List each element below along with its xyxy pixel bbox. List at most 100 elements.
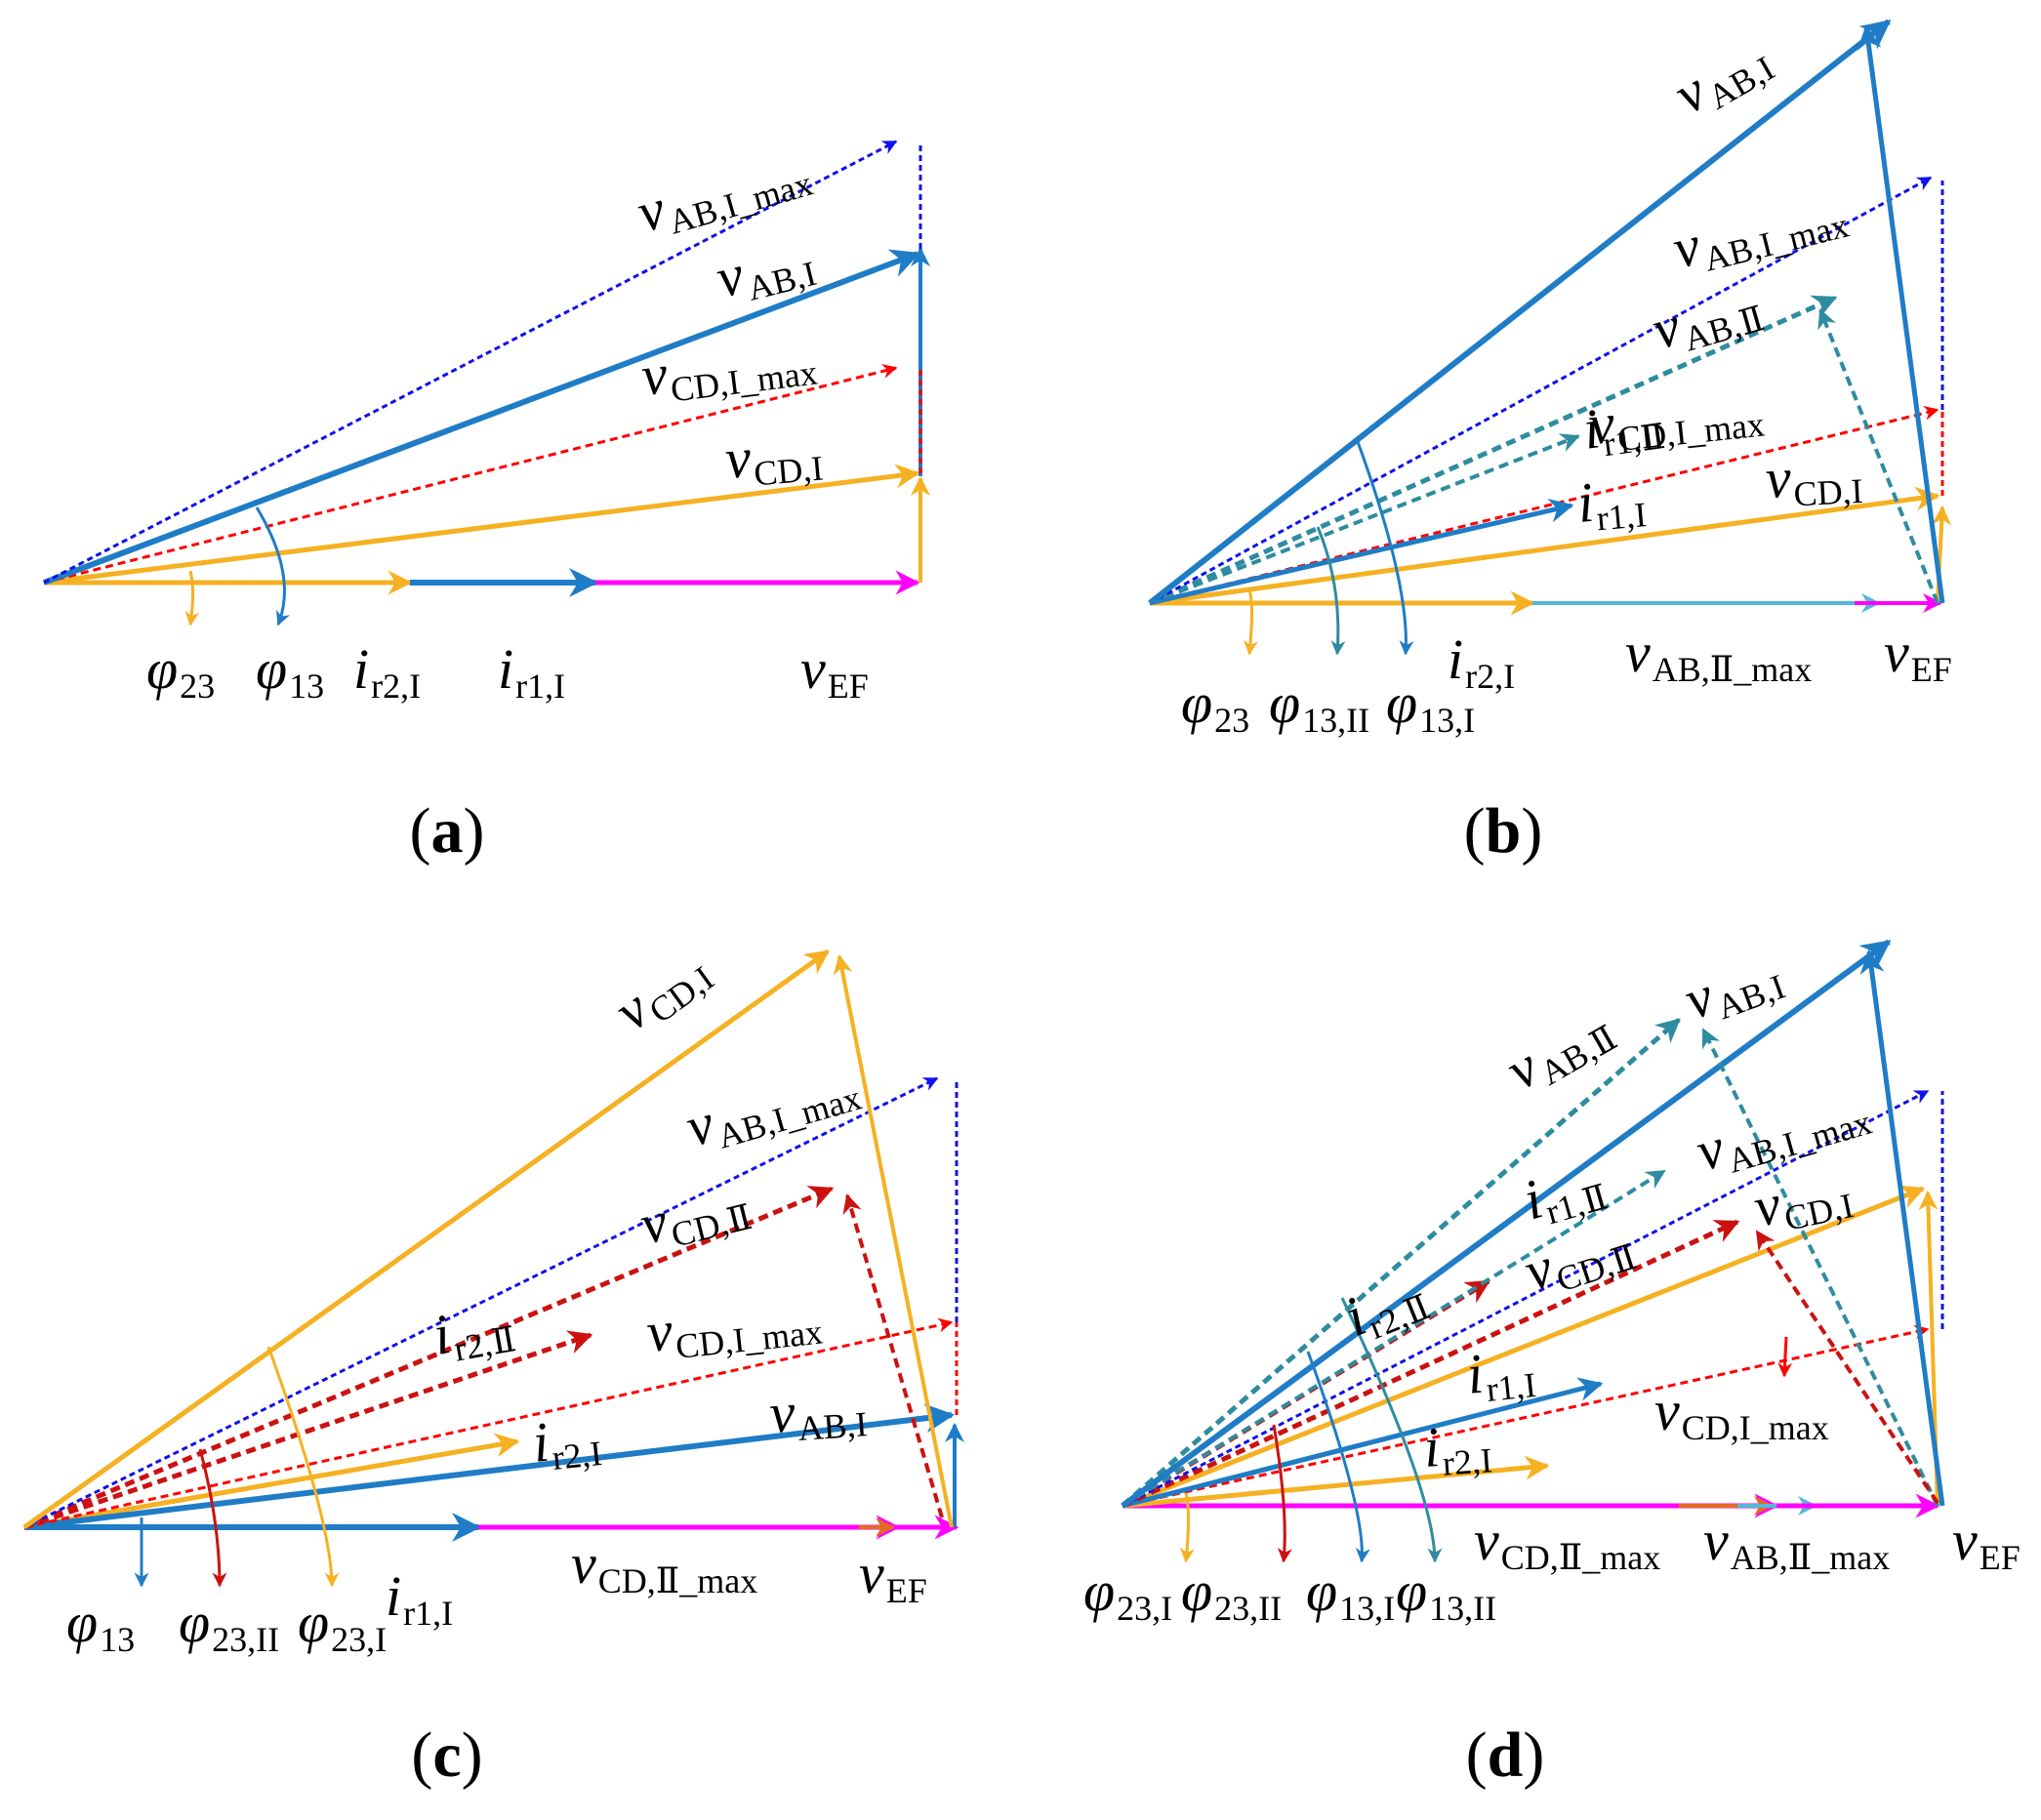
label-main: φ [66, 1591, 98, 1654]
label-main: v [1654, 1379, 1680, 1442]
vcd-arrow [1122, 1185, 1926, 1509]
label-subscript: AB,Ⅱ_max [1731, 1538, 1890, 1577]
label-b-vab_max: vAB,I_max [1666, 177, 1852, 285]
label-d-phi13_1: φ13,I [1306, 1559, 1395, 1628]
panel-caption-b: (b) [1464, 795, 1543, 867]
vab2-arrow [1148, 295, 1838, 606]
label-subscript: EF [886, 1571, 927, 1610]
label-subscript: AB,I_max [665, 164, 817, 242]
label-main: i [386, 1564, 401, 1628]
label-main: i [1448, 627, 1463, 691]
label-a-ir2: ir2,I [353, 637, 421, 706]
vef-to-vcd2-arrow [1755, 1230, 1939, 1505]
label-a-vef: vEF [800, 637, 869, 706]
label-subscript: CD,Ⅱ [1552, 1237, 1642, 1300]
label-c-ir1: ir1,I [386, 1564, 453, 1633]
caption-letter: a [431, 795, 464, 867]
label-c-ir2: ir2,I [530, 1404, 604, 1479]
label-b-vef: vEF [1884, 621, 1952, 689]
phi23-1-arc [1179, 1492, 1195, 1563]
label-subscript: r2,I [1465, 657, 1515, 696]
label-d-vcd_max: vCD,I_max [1654, 1379, 1829, 1447]
label-subscript: 13,II [1429, 1589, 1496, 1628]
label-main: v [1474, 1509, 1499, 1572]
label-a-vcd: vCD,I [722, 420, 824, 496]
label-main: v [800, 637, 826, 701]
label-a-ir1: ir1,I [498, 637, 565, 706]
label-main: v [1764, 446, 1792, 510]
vcd-max-marker-arrow [1777, 1336, 1793, 1378]
label-subscript: CD,I_max [1615, 404, 1766, 459]
label-main: φ [1181, 671, 1212, 735]
label-main: i [1574, 470, 1596, 535]
label-c-vab: vAB,I [767, 1375, 868, 1450]
label-c-vef: vEF [859, 1542, 927, 1610]
label-subscript: AB,I [796, 1404, 869, 1448]
caption-letter: c [432, 1719, 461, 1791]
caption-close-paren: ) [462, 1719, 483, 1791]
phi23-2-arc [198, 1448, 227, 1588]
label-main: v [722, 425, 754, 491]
caption-open-paren: ( [411, 1719, 432, 1791]
label-main: φ [1181, 1559, 1212, 1623]
caption-open-paren: ( [1466, 1719, 1488, 1791]
vab-arrow [1148, 19, 1892, 606]
label-subscript: 13 [100, 1620, 135, 1659]
label-main: v [571, 1532, 596, 1596]
label-main: φ [1083, 1559, 1115, 1623]
label-d-phi13_2: φ13,II [1396, 1559, 1496, 1628]
label-main: φ [1386, 671, 1417, 735]
vcd2-arrow [23, 1186, 835, 1530]
ir2-arrow [1122, 1455, 1550, 1509]
vef-to-vab2-arrow [1701, 1028, 1939, 1507]
vcd-max-arrow [43, 364, 898, 585]
vab-arrow [42, 249, 920, 586]
label-subscript: CD,I [1781, 1186, 1857, 1238]
vab-arrow [1121, 939, 1892, 1509]
phi13-arc [255, 506, 290, 627]
label-subscript: 23,I [1117, 1589, 1172, 1628]
label-subscript: CD,Ⅱ [668, 1197, 756, 1255]
label-c-ir2_2: ir2,Ⅱ [429, 1291, 519, 1372]
label-main: v [859, 1542, 884, 1605]
caption-open-paren: ( [1464, 795, 1486, 867]
vef-to-vcd2-arrow [842, 1193, 944, 1518]
label-d-vab: vAB,I [1676, 939, 1790, 1036]
panel-caption-a: (a) [410, 795, 485, 867]
label-main: v [767, 1380, 796, 1445]
vab-max-arrow [43, 140, 898, 585]
phi23-1-arc [266, 1346, 340, 1588]
label-subscript: AB,I_max [1700, 205, 1853, 278]
label-main: v [1586, 391, 1618, 457]
ir1-2-arrow [1149, 433, 1580, 605]
label-b-vab: vAB,I [1663, 23, 1781, 131]
label-b-vcd_max: vCD,I_max [1586, 376, 1767, 462]
label-subscript: 13 [289, 667, 324, 706]
caption-open-paren: ( [410, 795, 431, 867]
label-main: v [1703, 1509, 1729, 1572]
label-subscript: AB,I [1712, 967, 1790, 1028]
label-b-phi13_1: φ13,I [1386, 671, 1475, 740]
vab-max-arrow [1149, 176, 1933, 605]
vef-to-vab-arrow [1859, 949, 1945, 1507]
label-c-vcd2: vCD,Ⅱ [633, 1169, 755, 1262]
label-subscript: r1,Ⅱ [1541, 1177, 1612, 1232]
vcd-arrow [1149, 486, 1940, 606]
label-d-vef: vEF [1952, 1509, 2021, 1577]
phi23-arc [1243, 589, 1258, 656]
label-d-vcd2_max: vCD,Ⅱ_max [1474, 1509, 1660, 1577]
panel-caption-c: (c) [411, 1719, 482, 1791]
phi13-1-arc [1306, 1351, 1370, 1563]
label-main: φ [256, 637, 287, 701]
label-a-vcd_max: vCD,I_max [638, 324, 820, 413]
label-main: v [1625, 621, 1651, 684]
vab2-arrow [1121, 1018, 1681, 1508]
label-main: i [1421, 1415, 1442, 1479]
label-main: v [1952, 1509, 1978, 1572]
label-c-vcd2_max: vCD,Ⅱ_max [571, 1532, 757, 1600]
label-subscript: CD,Ⅱ_max [1501, 1538, 1660, 1577]
label-d-ir1: ir1,I [1464, 1336, 1538, 1411]
label-subscript: 23 [180, 667, 215, 706]
label-subscript: EF [1980, 1538, 2021, 1577]
